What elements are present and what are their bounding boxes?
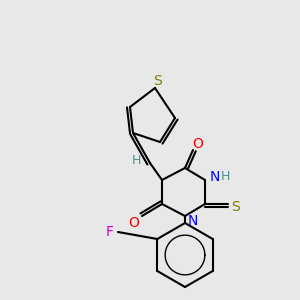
Text: S: S [232,200,240,214]
Text: N: N [210,170,220,184]
Text: N: N [188,214,198,228]
Text: F: F [106,225,114,239]
Text: O: O [193,137,203,151]
Text: H: H [131,154,141,167]
Text: S: S [153,74,161,88]
Text: H: H [220,170,230,184]
Text: O: O [129,216,140,230]
